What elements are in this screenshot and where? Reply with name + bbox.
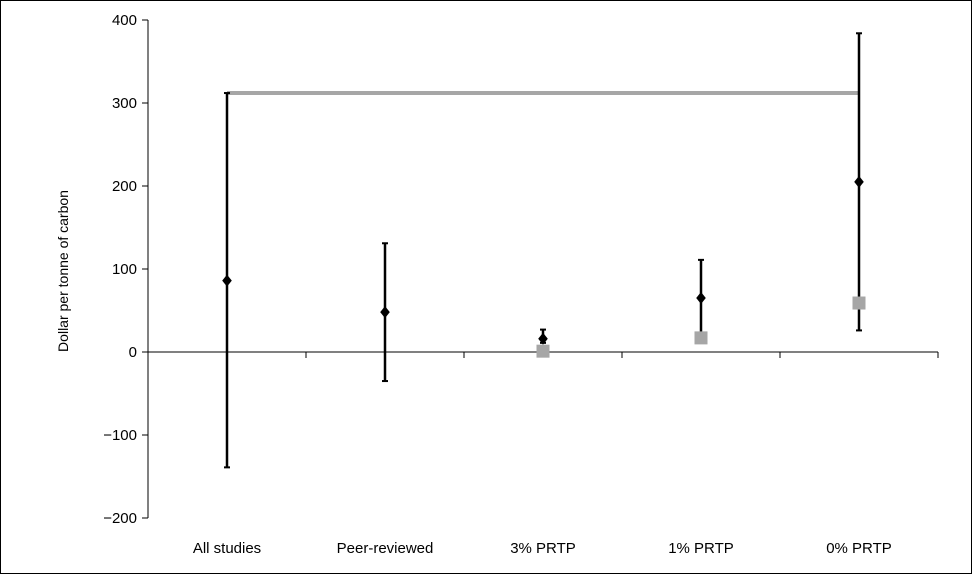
- data-point-diamond: [222, 274, 232, 287]
- x-tick-label: 1% PRTP: [668, 540, 734, 557]
- y-tick-label: 300: [112, 95, 137, 112]
- data-point-diamond: [696, 292, 706, 305]
- y-tick-label: 0: [129, 344, 137, 361]
- data-point-square: [694, 331, 708, 345]
- x-tick-label: 0% PRTP: [826, 540, 892, 557]
- axes: 400 300 200 100 0 −100 −200 All studies Peer-rev…: [103, 12, 939, 557]
- y-tick-label: −100: [103, 427, 137, 444]
- error-bar-layer: [224, 32, 862, 469]
- data-point-square: [852, 296, 866, 310]
- x-tick-label: 3% PRTP: [510, 540, 576, 557]
- y-tick-label: 400: [112, 12, 137, 29]
- data-point-diamond: [380, 306, 390, 319]
- data-point-square: [536, 344, 550, 358]
- y-tick-label: 200: [112, 178, 137, 195]
- x-tick-label: All studies: [193, 540, 261, 557]
- marker-layer: [222, 175, 866, 358]
- y-tick-label: 100: [112, 261, 137, 278]
- y-axis-title: Dollar per tonne of carbon: [55, 190, 71, 352]
- data-point-diamond: [538, 332, 548, 345]
- y-tick-label: −200: [103, 510, 137, 527]
- data-point-diamond: [854, 175, 864, 188]
- x-tick-label: Peer-reviewed: [337, 540, 434, 557]
